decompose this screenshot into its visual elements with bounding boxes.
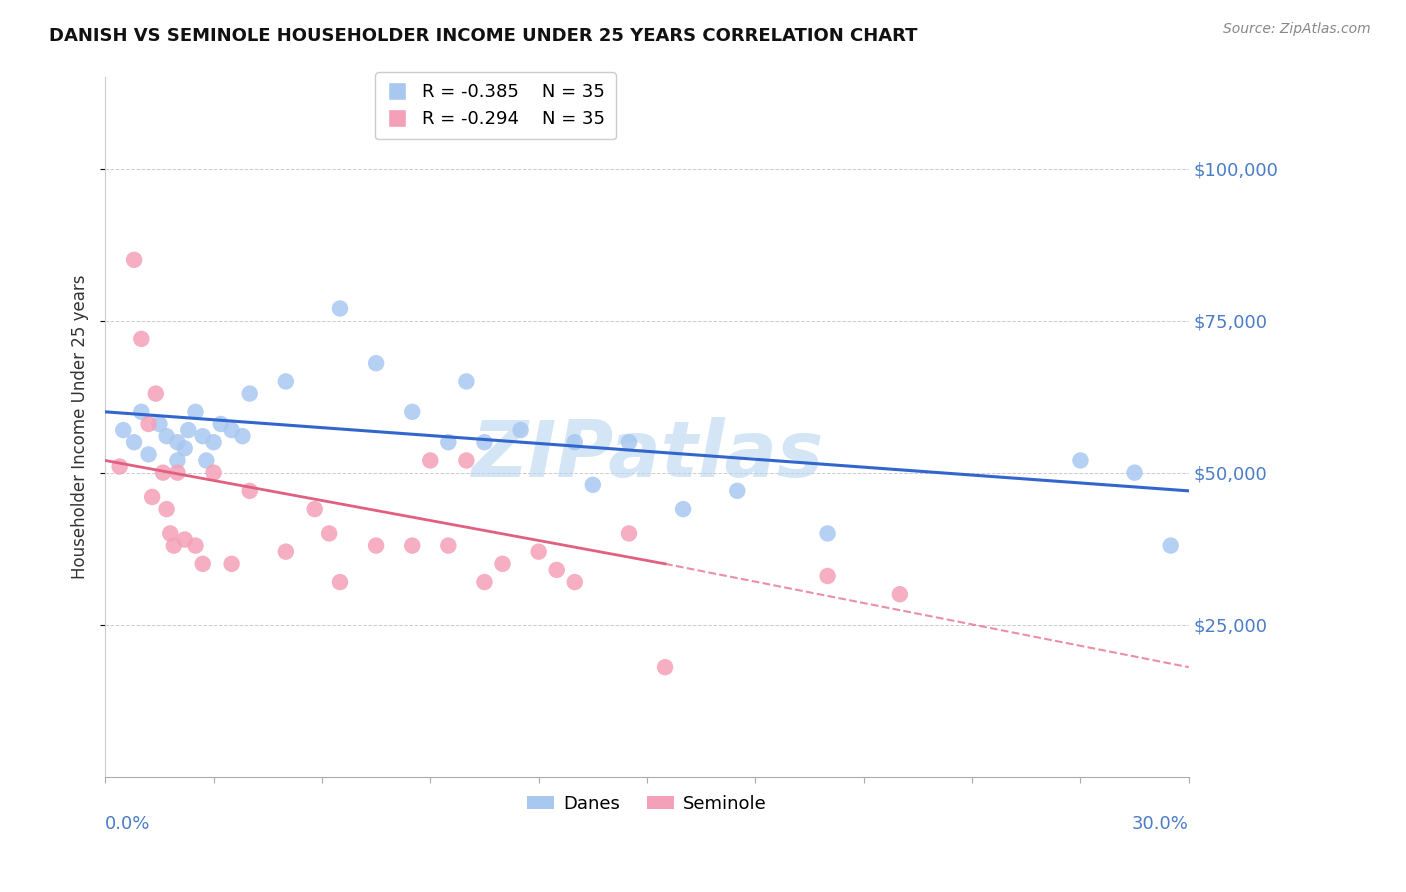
Point <box>654 660 676 674</box>
Point <box>318 526 340 541</box>
Point <box>166 466 188 480</box>
Point <box>112 423 135 437</box>
Point <box>582 477 605 491</box>
Point <box>173 533 195 547</box>
Point <box>166 453 188 467</box>
Point <box>122 252 145 267</box>
Point <box>202 466 225 480</box>
Point <box>184 405 207 419</box>
Point <box>564 435 586 450</box>
Point <box>239 386 262 401</box>
Point <box>1123 466 1146 480</box>
Point <box>329 301 352 316</box>
Point <box>177 423 200 437</box>
Point <box>617 435 640 450</box>
Point <box>419 453 441 467</box>
Point <box>191 557 214 571</box>
Legend: Danes, Seminole: Danes, Seminole <box>520 788 775 820</box>
Point <box>1160 539 1182 553</box>
Point <box>546 563 568 577</box>
Point <box>173 442 195 456</box>
Point <box>138 417 160 431</box>
Point <box>474 435 496 450</box>
Point <box>329 575 352 590</box>
Point <box>231 429 253 443</box>
Point <box>152 466 174 480</box>
Point <box>122 435 145 450</box>
Point <box>527 544 550 558</box>
Point <box>672 502 695 516</box>
Point <box>141 490 163 504</box>
Point <box>474 575 496 590</box>
Point <box>456 453 478 467</box>
Point <box>148 417 170 431</box>
Point <box>221 557 243 571</box>
Point <box>401 539 423 553</box>
Point <box>131 405 153 419</box>
Point <box>156 429 179 443</box>
Point <box>401 405 423 419</box>
Y-axis label: Householder Income Under 25 years: Householder Income Under 25 years <box>72 275 89 579</box>
Point <box>817 569 839 583</box>
Point <box>366 356 388 370</box>
Point <box>509 423 531 437</box>
Text: 0.0%: 0.0% <box>105 815 150 833</box>
Point <box>108 459 131 474</box>
Point <box>145 386 167 401</box>
Point <box>274 544 297 558</box>
Point <box>163 539 186 553</box>
Point <box>195 453 218 467</box>
Text: Source: ZipAtlas.com: Source: ZipAtlas.com <box>1223 22 1371 37</box>
Point <box>304 502 326 516</box>
Point <box>437 539 460 553</box>
Point <box>437 435 460 450</box>
Point <box>456 375 478 389</box>
Point <box>209 417 232 431</box>
Point <box>366 539 388 553</box>
Point <box>191 429 214 443</box>
Point <box>131 332 153 346</box>
Point <box>274 375 297 389</box>
Text: 30.0%: 30.0% <box>1132 815 1189 833</box>
Point <box>889 587 911 601</box>
Point <box>138 447 160 461</box>
Point <box>202 435 225 450</box>
Point <box>239 483 262 498</box>
Point <box>725 483 748 498</box>
Point <box>1069 453 1091 467</box>
Text: DANISH VS SEMINOLE HOUSEHOLDER INCOME UNDER 25 YEARS CORRELATION CHART: DANISH VS SEMINOLE HOUSEHOLDER INCOME UN… <box>49 27 918 45</box>
Point <box>564 575 586 590</box>
Point <box>817 526 839 541</box>
Text: ZIPatlas: ZIPatlas <box>471 417 823 493</box>
Point <box>491 557 513 571</box>
Point <box>166 435 188 450</box>
Point <box>184 539 207 553</box>
Point <box>159 526 181 541</box>
Point <box>221 423 243 437</box>
Point <box>156 502 179 516</box>
Point <box>617 526 640 541</box>
